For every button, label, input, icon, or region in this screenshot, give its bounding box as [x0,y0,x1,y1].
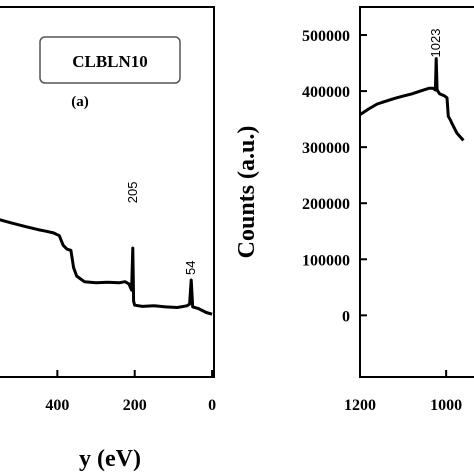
left-x-tick-label: 200 [123,397,147,414]
right-plot-frame [359,6,474,378]
left-x-tick-label: 400 [45,397,69,414]
left-plot-frame [0,6,215,378]
left-peak-label: 54 [183,261,198,275]
sample-name-box [39,36,181,84]
right-x-tick-label: 1200 [344,397,376,414]
right-y-ticks: 500000 400000 300000 200000 100000 0 [302,28,367,325]
right-y-tick-label: 100000 [302,252,350,269]
left-spectrum-line [0,218,213,316]
right-y-tick-label: 200000 [302,196,350,213]
left-x-axis-title: y (eV) [79,446,141,472]
right-peak-labels: 1023 [428,29,443,58]
right-x-tick-label: 1000 [430,397,462,414]
left-panel: 400 200 0 205 54 CLBLN10 (a) y (eV) [0,6,216,472]
right-y-tick-label: 400000 [302,84,350,101]
right-y-tick-label: 300000 [302,140,350,157]
right-peak-label: 1023 [428,29,443,58]
right-y-tick-label: 500000 [302,28,350,45]
left-x-ticks: 400 200 0 [45,370,216,414]
sample-name-label: CLBLN10 [72,52,148,71]
left-peak-label: 205 [125,182,140,204]
panel-label-a: (a) [71,94,89,110]
right-x-ticks: 1200 1000 [344,370,462,414]
right-spectrum-line [359,57,465,142]
left-x-tick-label: 0 [208,397,216,414]
right-panel: 500000 400000 300000 200000 100000 0 1200 1000… [234,6,474,414]
right-y-axis-title: Counts (a.u.) [234,126,260,259]
left-peak-labels: 205 54 [125,182,198,275]
right-y-tick-label: 0 [342,308,350,325]
